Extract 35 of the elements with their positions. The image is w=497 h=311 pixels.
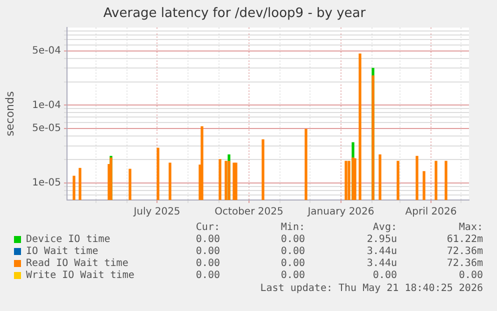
text: 0.00 [280, 270, 305, 281]
text: 0.00 [372, 270, 397, 281]
text: 2.95u [366, 234, 397, 245]
text: 3.44u [366, 258, 397, 269]
text: 72.36m [446, 258, 483, 269]
text: 3.44u [366, 246, 397, 257]
text: 0.00 [196, 234, 220, 245]
chart-title: Average latency for /dev/loop9 - by year [103, 6, 366, 22]
text: Cur: [196, 222, 220, 233]
text: 72.36m [446, 246, 483, 257]
text: Avg: [372, 222, 397, 233]
text: 61.22m [446, 234, 483, 245]
legend-label: Device IO time [26, 234, 110, 245]
text: 0.00 [196, 246, 220, 257]
y-axis-title: seconds [3, 91, 16, 136]
y-tick-label: 5e-05 [32, 123, 61, 134]
text: 0.00 [196, 258, 220, 269]
x-tick-label: October 2025 [214, 206, 284, 218]
text: 0.00 [280, 234, 305, 245]
legend-label: IO Wait time [26, 246, 98, 257]
y-tick-label: 1e-04 [32, 100, 61, 111]
text: Min: [280, 222, 305, 233]
x-tick-label: July 2025 [132, 206, 180, 218]
text: Max: [458, 222, 483, 233]
text: 0.00 [280, 246, 305, 257]
legend-label: Write IO Wait time [26, 270, 134, 281]
text: 0.00 [196, 270, 220, 281]
text: 0.00 [280, 258, 305, 269]
y-tick-label: 5e-04 [32, 46, 61, 57]
text: Last update: Thu May 21 18:40:25 2026 [260, 283, 483, 294]
legend-label: Read IO Wait time [26, 258, 128, 269]
y-tick-label: 1e-05 [32, 177, 61, 188]
x-tick-label: April 2026 [405, 206, 457, 218]
text: 0.00 [458, 270, 483, 281]
x-tick-label: January 2026 [306, 206, 374, 218]
